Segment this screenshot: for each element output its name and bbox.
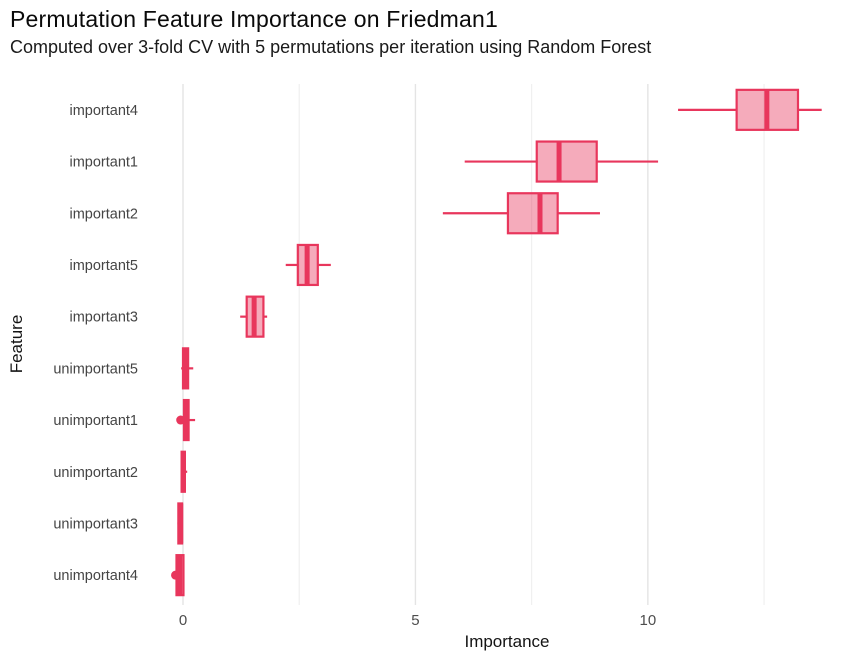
y-category-label: important3 [69, 310, 138, 326]
y-category-label: unimportant5 [53, 361, 138, 377]
boxplot-box [535, 140, 598, 183]
boxplot-outlier [176, 415, 186, 425]
boxplot-box [506, 192, 559, 235]
x-axis-title: Importance [464, 632, 550, 651]
y-category-label: important1 [69, 155, 138, 171]
chart-title: Permutation Feature Importance on Friedm… [10, 6, 499, 32]
y-category-label: unimportant4 [53, 568, 138, 584]
chart-subtitle: Computed over 3-fold CV with 5 permutati… [10, 37, 652, 57]
y-category-label: unimportant2 [53, 465, 138, 481]
boxplot-outlier [171, 570, 181, 580]
y-category-label: unimportant1 [53, 413, 138, 429]
x-tick-label: 0 [179, 612, 187, 629]
y-category-label: important4 [69, 103, 138, 119]
x-tick-label: 10 [640, 612, 657, 629]
y-category-label: important2 [69, 206, 138, 222]
x-tick-label: 5 [411, 612, 419, 629]
y-category-label: unimportant3 [53, 516, 138, 532]
y-axis-title: Feature [7, 314, 26, 374]
y-category-label: important5 [69, 258, 138, 274]
